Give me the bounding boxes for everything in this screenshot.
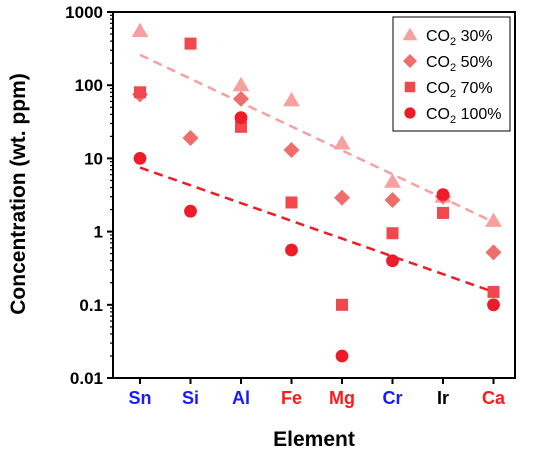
- data-point-square: [487, 285, 500, 298]
- trend-line: [139, 166, 494, 294]
- legend-marker-circle: [404, 107, 416, 119]
- data-point-square: [184, 37, 197, 50]
- data-point-triangle: [232, 76, 250, 92]
- data-point-square: [386, 227, 399, 240]
- x-axis-label: Element: [273, 428, 355, 451]
- legend-label: CO2 50%: [426, 54, 493, 74]
- y-tick-label: 0.01: [70, 369, 103, 388]
- data-point-diamond: [182, 129, 199, 146]
- x-tick-label: Ca: [482, 388, 506, 408]
- legend: CO2 30% CO2 50% CO2 70% CO2 100%: [392, 16, 511, 132]
- legend-marker-triangle: [402, 27, 418, 41]
- data-point-circle: [386, 254, 399, 268]
- data-point-diamond: [384, 192, 401, 209]
- x-tick-label: Sn: [128, 388, 151, 408]
- x-tick-label: Fe: [281, 388, 302, 408]
- data-point-circle: [234, 111, 248, 125]
- y-tick-label: 1000: [65, 3, 103, 22]
- data-point-circle: [487, 298, 500, 312]
- x-tick-label: Si: [182, 388, 199, 408]
- plot-frame: [112, 11, 516, 379]
- legend-label: CO2 100%: [426, 106, 502, 126]
- y-tick-label: 100: [75, 76, 103, 95]
- x-tick-label: Mg: [329, 388, 355, 408]
- data-point-square: [437, 206, 449, 219]
- y-tick-label: 10: [84, 149, 103, 168]
- data-point-circle: [436, 188, 450, 202]
- y-tick-label: 0.1: [79, 296, 103, 315]
- data-point-circle: [184, 204, 197, 218]
- data-point-diamond: [283, 142, 300, 159]
- data-point-square: [235, 120, 247, 133]
- data-point-diamond: [233, 90, 249, 107]
- data-point-circle: [285, 243, 298, 257]
- legend-marker-diamond: [403, 54, 417, 68]
- data-point-square: [285, 196, 298, 209]
- data-point-triangle: [485, 212, 502, 227]
- legend-label: CO2 70%: [426, 80, 493, 100]
- legend-label: CO2 30%: [426, 28, 493, 48]
- trend-line: [139, 53, 495, 224]
- data-point-triangle: [333, 135, 351, 150]
- data-point-diamond: [334, 189, 350, 206]
- data-point-circle: [335, 349, 349, 363]
- x-tick-label: Ir: [437, 388, 449, 408]
- y-axis-label: Concentration (wt. ppm): [7, 73, 30, 314]
- y-tick-label: 1: [94, 223, 103, 242]
- data-point-triangle: [131, 22, 149, 38]
- legend-marker-square: [404, 81, 416, 93]
- data-point-square: [336, 298, 348, 311]
- data-point-triangle: [283, 91, 300, 107]
- data-point-diamond: [485, 244, 502, 261]
- x-tick-label: Al: [232, 388, 250, 408]
- data-point-square: [134, 86, 146, 99]
- data-point-circle: [133, 152, 147, 165]
- data-point-triangle: [384, 173, 401, 188]
- x-tick-label: Cr: [382, 388, 402, 408]
